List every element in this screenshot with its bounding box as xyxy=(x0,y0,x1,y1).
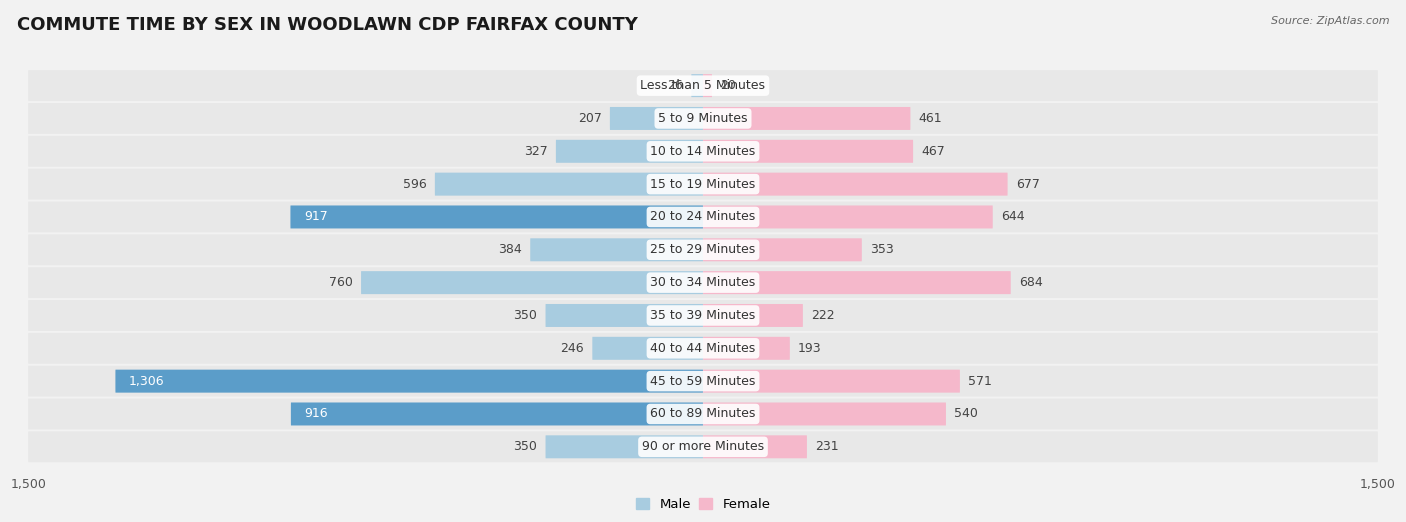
Text: 353: 353 xyxy=(870,243,894,256)
Text: 222: 222 xyxy=(811,309,835,322)
Legend: Male, Female: Male, Female xyxy=(630,493,776,516)
FancyBboxPatch shape xyxy=(692,74,703,97)
FancyBboxPatch shape xyxy=(434,173,703,196)
Text: 596: 596 xyxy=(404,177,427,191)
FancyBboxPatch shape xyxy=(28,399,1378,430)
FancyBboxPatch shape xyxy=(28,333,1378,364)
Text: 571: 571 xyxy=(967,375,991,388)
Text: 916: 916 xyxy=(304,408,328,421)
FancyBboxPatch shape xyxy=(703,271,1011,294)
FancyBboxPatch shape xyxy=(28,136,1378,167)
Text: COMMUTE TIME BY SEX IN WOODLAWN CDP FAIRFAX COUNTY: COMMUTE TIME BY SEX IN WOODLAWN CDP FAIR… xyxy=(17,16,638,33)
Text: 384: 384 xyxy=(498,243,522,256)
Text: 20: 20 xyxy=(720,79,735,92)
Text: 60 to 89 Minutes: 60 to 89 Minutes xyxy=(651,408,755,421)
Text: 193: 193 xyxy=(799,342,821,355)
FancyBboxPatch shape xyxy=(703,370,960,393)
Text: 40 to 44 Minutes: 40 to 44 Minutes xyxy=(651,342,755,355)
Text: 917: 917 xyxy=(304,210,328,223)
FancyBboxPatch shape xyxy=(28,234,1378,265)
Text: 25 to 29 Minutes: 25 to 29 Minutes xyxy=(651,243,755,256)
FancyBboxPatch shape xyxy=(546,304,703,327)
Text: 327: 327 xyxy=(524,145,548,158)
Text: 350: 350 xyxy=(513,441,537,453)
FancyBboxPatch shape xyxy=(555,140,703,163)
Text: 20 to 24 Minutes: 20 to 24 Minutes xyxy=(651,210,755,223)
FancyBboxPatch shape xyxy=(703,173,1008,196)
FancyBboxPatch shape xyxy=(703,435,807,458)
Text: Less than 5 Minutes: Less than 5 Minutes xyxy=(641,79,765,92)
FancyBboxPatch shape xyxy=(703,74,711,97)
Text: 10 to 14 Minutes: 10 to 14 Minutes xyxy=(651,145,755,158)
Text: 15 to 19 Minutes: 15 to 19 Minutes xyxy=(651,177,755,191)
FancyBboxPatch shape xyxy=(28,103,1378,134)
FancyBboxPatch shape xyxy=(28,169,1378,199)
FancyBboxPatch shape xyxy=(703,239,862,262)
Text: 684: 684 xyxy=(1019,276,1043,289)
FancyBboxPatch shape xyxy=(703,304,803,327)
Text: 231: 231 xyxy=(815,441,838,453)
Text: 461: 461 xyxy=(918,112,942,125)
FancyBboxPatch shape xyxy=(703,140,912,163)
Text: 90 or more Minutes: 90 or more Minutes xyxy=(643,441,763,453)
Text: 35 to 39 Minutes: 35 to 39 Minutes xyxy=(651,309,755,322)
FancyBboxPatch shape xyxy=(361,271,703,294)
Text: Source: ZipAtlas.com: Source: ZipAtlas.com xyxy=(1271,16,1389,26)
FancyBboxPatch shape xyxy=(530,239,703,262)
Text: 677: 677 xyxy=(1015,177,1039,191)
Text: 1,306: 1,306 xyxy=(129,375,165,388)
FancyBboxPatch shape xyxy=(703,107,911,130)
Text: 246: 246 xyxy=(561,342,585,355)
Text: 207: 207 xyxy=(578,112,602,125)
FancyBboxPatch shape xyxy=(703,402,946,425)
Text: 45 to 59 Minutes: 45 to 59 Minutes xyxy=(651,375,755,388)
Text: 540: 540 xyxy=(955,408,979,421)
Text: 30 to 34 Minutes: 30 to 34 Minutes xyxy=(651,276,755,289)
Text: 5 to 9 Minutes: 5 to 9 Minutes xyxy=(658,112,748,125)
FancyBboxPatch shape xyxy=(703,337,790,360)
FancyBboxPatch shape xyxy=(291,402,703,425)
FancyBboxPatch shape xyxy=(291,206,703,229)
FancyBboxPatch shape xyxy=(28,366,1378,397)
Text: 350: 350 xyxy=(513,309,537,322)
Text: 26: 26 xyxy=(668,79,683,92)
FancyBboxPatch shape xyxy=(115,370,703,393)
Text: 467: 467 xyxy=(921,145,945,158)
FancyBboxPatch shape xyxy=(546,435,703,458)
FancyBboxPatch shape xyxy=(28,300,1378,331)
Text: 644: 644 xyxy=(1001,210,1025,223)
FancyBboxPatch shape xyxy=(28,201,1378,232)
FancyBboxPatch shape xyxy=(610,107,703,130)
Text: 760: 760 xyxy=(329,276,353,289)
FancyBboxPatch shape xyxy=(28,431,1378,462)
FancyBboxPatch shape xyxy=(703,206,993,229)
FancyBboxPatch shape xyxy=(28,267,1378,298)
FancyBboxPatch shape xyxy=(592,337,703,360)
FancyBboxPatch shape xyxy=(28,70,1378,101)
